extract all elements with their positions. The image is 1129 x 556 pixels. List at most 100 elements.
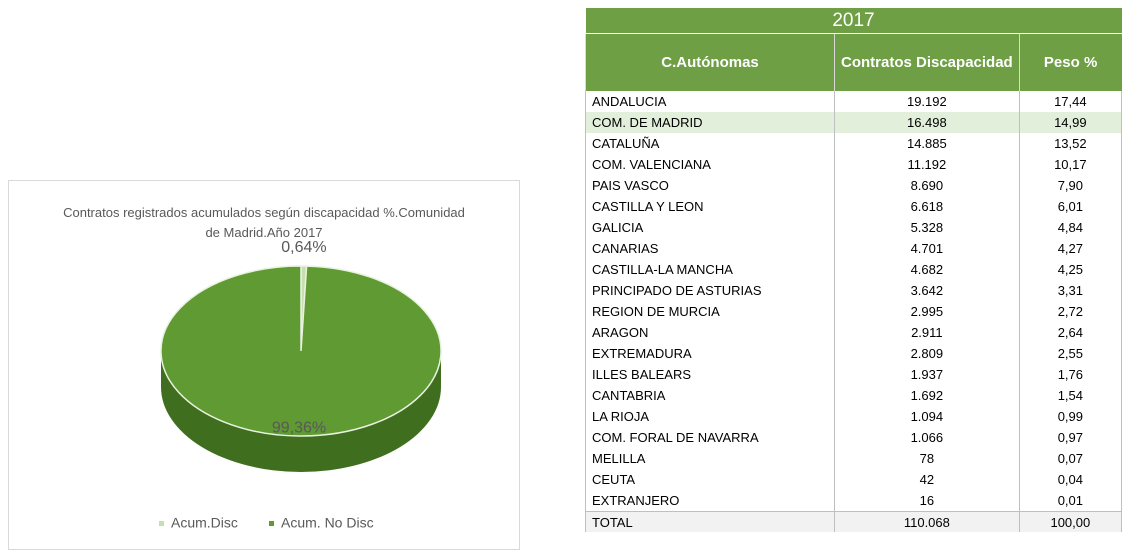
table-cell: CANARIAS [585, 238, 835, 259]
table-cell: GALICIA [585, 217, 835, 238]
table-cell: 1,76 [1018, 364, 1123, 385]
table-row: EXTREMADURA 2.809 2,55 [585, 343, 1123, 364]
table-cell: 2.911 [834, 322, 1020, 343]
table-cell: COM. FORAL DE NAVARRA [585, 427, 835, 448]
legend-marker [269, 521, 274, 526]
table-cell: 1.937 [834, 364, 1020, 385]
table-cell: 110.068 [834, 511, 1020, 532]
table-cell: 4,25 [1018, 259, 1123, 280]
table-cell: 2.995 [834, 301, 1020, 322]
table-cell: 1.692 [834, 385, 1020, 406]
header-cell: Peso % [1018, 33, 1122, 91]
table-cell: 13,52 [1018, 133, 1123, 154]
table-row: COM. FORAL DE NAVARRA 1.066 0,97 [585, 427, 1123, 448]
table: 2017 C.Autónomas Contratos Discapacidad … [585, 8, 1123, 532]
table-cell: CASTILLA Y LEON [585, 196, 835, 217]
legend-label: Acum. No Disc [281, 515, 374, 531]
table-cell: CANTABRIA [585, 385, 835, 406]
table-cell: 78 [834, 448, 1020, 469]
table-cell: 0,04 [1018, 469, 1123, 490]
table-title: 2017 [585, 8, 1122, 34]
legend-label: Acum.Disc [171, 515, 238, 531]
table-row: GALICIA 5.328 4,84 [585, 217, 1123, 238]
table-cell: TOTAL [585, 511, 835, 532]
table-cell: 14,99 [1018, 112, 1123, 133]
table-cell: 0,99 [1018, 406, 1123, 427]
table-row: CANTABRIA 1.692 1,54 [585, 385, 1123, 406]
table-row: ARAGON 2.911 2,64 [585, 322, 1123, 343]
table-cell: 0,07 [1018, 448, 1123, 469]
table-row: TOTAL 110.068 100,00 [585, 511, 1123, 532]
table-cell: 3.642 [834, 280, 1020, 301]
table-cell: 17,44 [1018, 91, 1123, 112]
table-cell: 2,55 [1018, 343, 1123, 364]
table-row: EXTRANJERO 16 0,01 [585, 490, 1123, 512]
table-cell: EXTREMADURA [585, 343, 835, 364]
table-row: COM. VALENCIANA 11.192 10,17 [585, 154, 1123, 175]
table-cell: 3,31 [1018, 280, 1123, 301]
table-cell: ANDALUCIA [585, 91, 835, 112]
table-cell: EXTRANJERO [585, 490, 835, 512]
table-row: REGION DE MURCIA 2.995 2,72 [585, 301, 1123, 322]
table-cell: 1.094 [834, 406, 1020, 427]
table-cell: 4.682 [834, 259, 1020, 280]
table-row: LA RIOJA 1.094 0,99 [585, 406, 1123, 427]
table-cell: 2,72 [1018, 301, 1123, 322]
table-cell: ILLES BALEARS [585, 364, 835, 385]
table-cell: REGION DE MURCIA [585, 301, 835, 322]
table-cell: 0,01 [1018, 490, 1123, 512]
table-row: COM. DE MADRID 16.498 14,99 [585, 112, 1123, 133]
header-row: C.Autónomas Contratos Discapacidad Peso … [585, 33, 1122, 91]
table-row: CANARIAS 4.701 4,27 [585, 238, 1123, 259]
pie-slice [160, 265, 442, 437]
table-cell: PRINCIPADO DE ASTURIAS [585, 280, 835, 301]
table-cell: 14.885 [834, 133, 1020, 154]
chart: Contratos registrados acumulados según d… [63, 205, 465, 531]
table-row: PAIS VASCO 8.690 7,90 [585, 175, 1123, 196]
table-cell: ARAGON [585, 322, 835, 343]
table-cell: 4,84 [1018, 217, 1123, 238]
table-cell: COM. VALENCIANA [585, 154, 835, 175]
table-cell: 0,97 [1018, 427, 1123, 448]
table-cell: 7,90 [1018, 175, 1123, 196]
table-cell: 4.701 [834, 238, 1020, 259]
table-cell: 19.192 [834, 91, 1020, 112]
table-cell: CATALUÑA [585, 133, 835, 154]
legend-marker [159, 521, 164, 526]
header-cell: Contratos Discapacidad [834, 33, 1020, 91]
table-cell: 8.690 [834, 175, 1020, 196]
table-cell: COM. DE MADRID [585, 112, 835, 133]
header-cell: C.Autónomas [585, 33, 835, 91]
table-cell: 11.192 [834, 154, 1020, 175]
table-row: CASTILLA-LA MANCHA 4.682 4,25 [585, 259, 1123, 280]
table-cell: 6,01 [1018, 196, 1123, 217]
table-cell: MELILLA [585, 448, 835, 469]
table-row: PRINCIPADO DE ASTURIAS 3.642 3,31 [585, 280, 1123, 301]
table-row: MELILLA 78 0,07 [585, 448, 1123, 469]
table-row: CASTILLA Y LEON 6.618 6,01 [585, 196, 1123, 217]
table-cell: 16 [834, 490, 1020, 512]
table-cell: 2.809 [834, 343, 1020, 364]
table-cell: PAIS VASCO [585, 175, 835, 196]
table-cell: 16.498 [834, 112, 1020, 133]
table-cell: 10,17 [1018, 154, 1123, 175]
table-cell: 2,64 [1018, 322, 1123, 343]
table-cell: LA RIOJA [585, 406, 835, 427]
table-row: ILLES BALEARS 1.937 1,76 [585, 364, 1123, 385]
chart-title: Contratos registrados acumulados según d… [63, 205, 465, 240]
table-cell: 42 [834, 469, 1020, 490]
table-cell: CASTILLA-LA MANCHA [585, 259, 835, 280]
data-label: 0,64% [281, 239, 326, 256]
table-cell: CEUTA [585, 469, 835, 490]
table-cell: 1.066 [834, 427, 1020, 448]
table-cell: 4,27 [1018, 238, 1123, 259]
table-row: CEUTA 42 0,04 [585, 469, 1123, 490]
table-cell: 100,00 [1018, 511, 1123, 532]
chart-panel: Contratos registrados acumulados según d… [8, 180, 520, 550]
table-cell: 1,54 [1018, 385, 1123, 406]
table-cell: 5.328 [834, 217, 1020, 238]
table-row: CATALUÑA 14.885 13,52 [585, 133, 1123, 154]
data-label: 99,36% [272, 420, 326, 437]
table-row: ANDALUCIA 19.192 17,44 [585, 91, 1123, 112]
